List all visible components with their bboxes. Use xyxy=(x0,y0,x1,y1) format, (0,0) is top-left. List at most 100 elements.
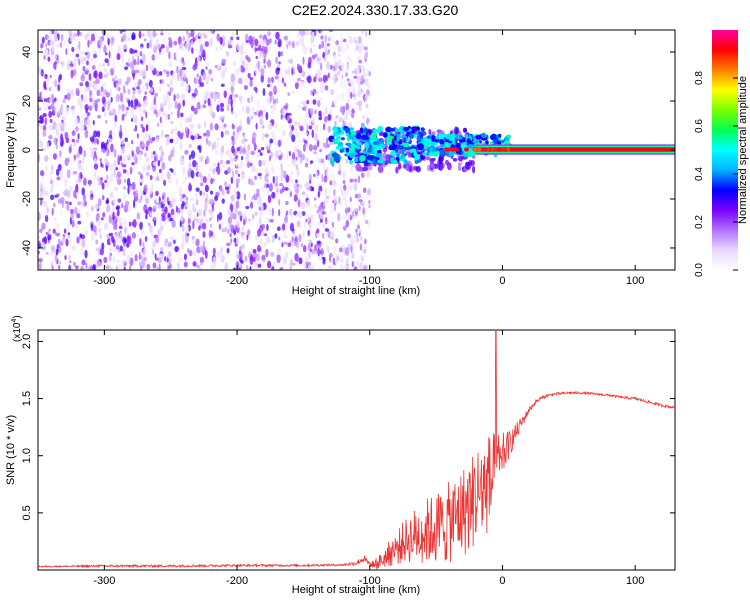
noise-cell xyxy=(49,74,52,79)
noise-cell xyxy=(196,56,201,62)
noise-cell xyxy=(56,44,61,48)
noise-cell xyxy=(348,36,353,45)
noise-cell xyxy=(176,109,180,119)
noise-cell xyxy=(327,265,332,269)
noise-cell xyxy=(200,182,204,187)
noise-cell xyxy=(320,35,324,40)
noise-cell xyxy=(198,209,203,217)
noise-cell xyxy=(252,248,257,254)
colorbar-tick-label: 0.0 xyxy=(694,263,705,277)
noise-cell xyxy=(167,241,172,248)
noise-cell xyxy=(115,93,120,103)
noise-cell xyxy=(234,49,237,55)
noise-cell xyxy=(154,253,157,260)
noise-cell xyxy=(304,118,307,128)
noise-cell xyxy=(357,100,362,107)
noise-cell xyxy=(102,62,105,67)
signal-cell xyxy=(420,127,425,132)
noise-cell xyxy=(50,249,55,257)
noise-cell xyxy=(64,94,68,100)
noise-cell xyxy=(44,117,48,126)
noise-cell xyxy=(116,52,121,61)
noise-cell xyxy=(185,30,189,35)
noise-cell xyxy=(59,122,65,128)
noise-cell xyxy=(310,242,313,248)
noise-cell xyxy=(153,43,156,51)
noise-cell xyxy=(184,149,189,155)
noise-cell xyxy=(216,137,220,142)
noise-cell xyxy=(119,155,123,162)
signal-cell xyxy=(337,131,341,136)
noise-cell xyxy=(68,264,72,270)
noise-cell xyxy=(341,92,345,101)
noise-cell xyxy=(302,56,305,65)
noise-cell xyxy=(141,53,146,62)
noise-cell xyxy=(243,193,247,201)
noise-cell xyxy=(312,264,315,270)
noise-cell xyxy=(56,193,60,198)
noise-cell xyxy=(221,58,227,65)
signal-cell xyxy=(348,147,355,153)
noise-cell xyxy=(230,176,234,184)
noise-cell xyxy=(119,231,123,241)
noise-cell xyxy=(56,232,60,237)
noise-cell xyxy=(185,85,190,92)
noise-cell xyxy=(315,231,320,238)
transition-cell xyxy=(452,157,458,162)
noise-cell xyxy=(93,53,98,59)
noise-cell xyxy=(209,264,213,270)
noise-cell xyxy=(318,96,323,101)
noise-cell xyxy=(42,129,47,138)
noise-cell xyxy=(103,110,107,118)
noise-cell xyxy=(55,248,59,256)
noise-cell xyxy=(280,137,283,144)
noise-cell xyxy=(182,166,186,176)
noise-cell xyxy=(41,222,46,230)
noise-cell xyxy=(160,44,165,49)
noise-cell xyxy=(271,76,274,84)
noise-cell xyxy=(206,61,210,67)
noise-cell xyxy=(179,156,184,166)
noise-cell xyxy=(158,263,161,270)
noise-cell xyxy=(214,150,219,156)
noise-cell xyxy=(350,245,353,253)
noise-cell xyxy=(295,179,298,184)
signal-cell xyxy=(445,133,452,140)
x-tick-label: 100 xyxy=(626,575,644,587)
noise-cell xyxy=(206,91,210,96)
noise-cell xyxy=(92,264,97,270)
noise-cell xyxy=(125,80,129,86)
noise-cell xyxy=(94,30,97,39)
noise-cell xyxy=(170,120,174,125)
noise-cell xyxy=(125,200,130,207)
noise-cell xyxy=(322,74,327,83)
noise-cell xyxy=(143,109,146,114)
noise-cell xyxy=(61,104,65,114)
signal-cell xyxy=(345,147,350,153)
noise-cell xyxy=(92,147,98,151)
noise-cell xyxy=(45,49,49,55)
noise-cell xyxy=(312,88,317,95)
noise-cell xyxy=(352,234,358,243)
noise-cell xyxy=(260,74,265,83)
noise-cell xyxy=(131,232,137,239)
noise-cell xyxy=(155,39,158,48)
x-tick-label: 0 xyxy=(499,575,505,587)
signal-cell xyxy=(399,135,403,139)
noise-cell xyxy=(90,265,93,270)
noise-cell xyxy=(347,98,350,103)
noise-cell xyxy=(267,194,272,204)
signal-cell xyxy=(344,127,351,134)
noise-cell xyxy=(313,151,317,155)
noise-cell xyxy=(323,115,328,123)
noise-cell xyxy=(165,135,170,144)
noise-cell xyxy=(221,70,226,76)
noise-cell xyxy=(259,152,263,157)
signal-cell xyxy=(437,133,445,140)
noise-cell xyxy=(139,69,143,77)
signal-cell xyxy=(420,154,426,160)
signal-cell xyxy=(386,138,392,143)
transition-cell xyxy=(447,162,452,171)
noise-cell xyxy=(84,249,88,259)
noise-cell xyxy=(237,173,241,177)
